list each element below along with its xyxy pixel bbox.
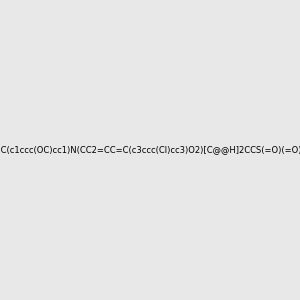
- Text: O=C(c1ccc(OC)cc1)N(CC2=CC=C(c3ccc(Cl)cc3)O2)[C@@H]2CCS(=O)(=O)C2: O=C(c1ccc(OC)cc1)N(CC2=CC=C(c3ccc(Cl)cc3…: [0, 146, 300, 154]
